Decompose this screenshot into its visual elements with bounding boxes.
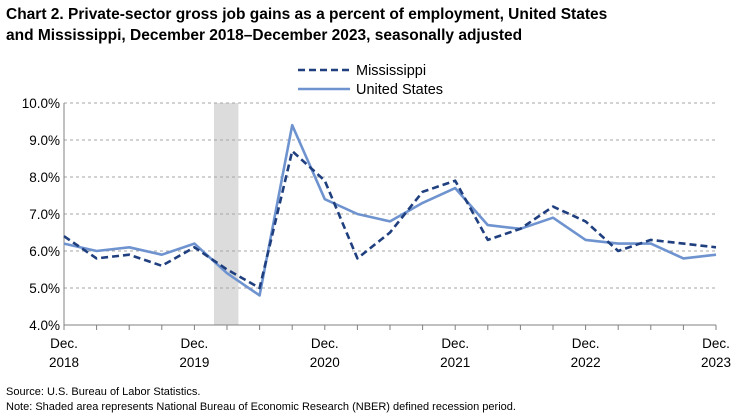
recession-note: Note: Shaded area represents National Bu… — [6, 401, 516, 413]
y-tick-label: 5.0% — [29, 281, 60, 296]
legend-label-united-states: United States — [356, 82, 443, 98]
x-tick-label-year: 2023 — [701, 355, 731, 370]
x-tick-label-month: Dec. — [50, 336, 78, 351]
y-tick-label: 10.0% — [22, 96, 60, 111]
x-tick-label-year: 2019 — [179, 355, 209, 370]
chart-title-line-2: and Mississippi, December 2018–December … — [6, 27, 523, 44]
y-tick-label: 4.0% — [29, 318, 60, 333]
x-tick-label-year: 2020 — [310, 355, 340, 370]
x-tick-label-month: Dec. — [311, 336, 339, 351]
y-tick-label: 6.0% — [29, 244, 60, 259]
line-chart: 4.0% 5.0% 6.0% 7.0% 8.0% 9.0% 10.0% Dec. 2018 Dec… — [22, 63, 731, 370]
x-tick-label-month: Dec. — [572, 336, 600, 351]
chart-title: Chart 2. Private-sector gross job gains … — [6, 4, 744, 46]
y-tick-label: 7.0% — [29, 207, 60, 222]
x-tick-label-year: 2018 — [49, 355, 79, 370]
series-line-mississippi — [63, 149, 717, 290]
series-line-united-states — [63, 123, 717, 297]
chart-notes: Source: U.S. Bureau of Labor Statistics.… — [6, 385, 516, 415]
legend-label-mississippi: Mississippi — [356, 63, 426, 79]
y-tick-label: 8.0% — [29, 170, 60, 185]
source-note: Source: U.S. Bureau of Labor Statistics. — [6, 386, 201, 398]
x-tick-label-month: Dec. — [702, 336, 730, 351]
x-tick-label-month: Dec. — [181, 336, 209, 351]
x-tick-label-month: Dec. — [441, 336, 469, 351]
x-tick-label-year: 2022 — [571, 355, 601, 370]
x-tick-label-year: 2021 — [440, 355, 470, 370]
y-tick-label: 9.0% — [29, 133, 60, 148]
chart-title-line-1: Chart 2. Private-sector gross job gains … — [6, 6, 608, 23]
